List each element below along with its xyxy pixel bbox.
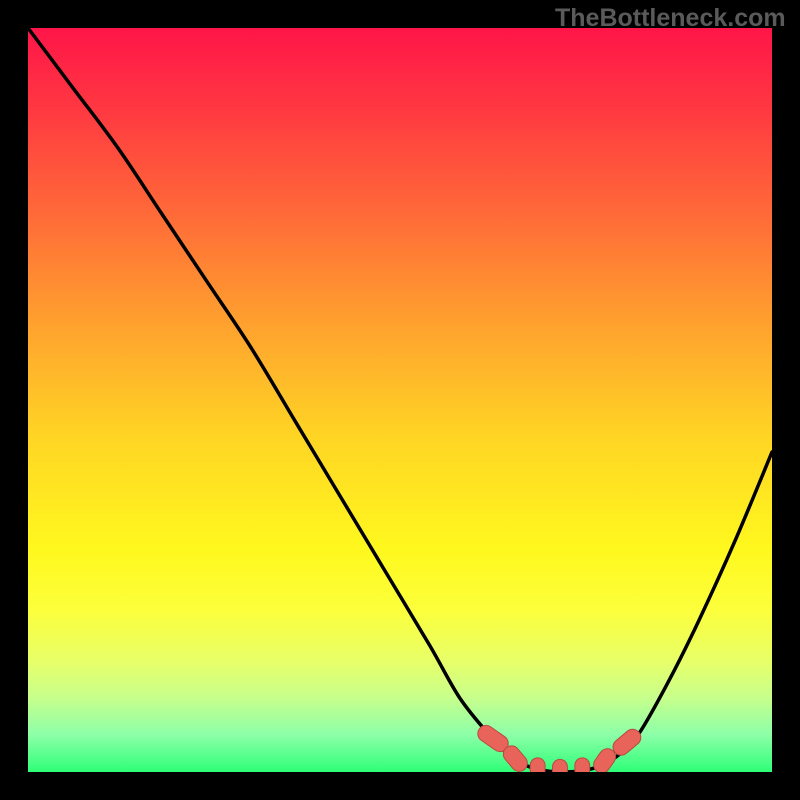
bottleneck-curve [28, 28, 772, 772]
plot-area [28, 28, 772, 772]
trough-marker [553, 759, 568, 772]
curve-layer [28, 28, 772, 772]
bottleneck-chart: TheBottleneck.com [0, 0, 800, 800]
trough-marker [575, 758, 590, 772]
attribution-label: TheBottleneck.com [555, 4, 786, 33]
trough-marker [530, 758, 545, 772]
